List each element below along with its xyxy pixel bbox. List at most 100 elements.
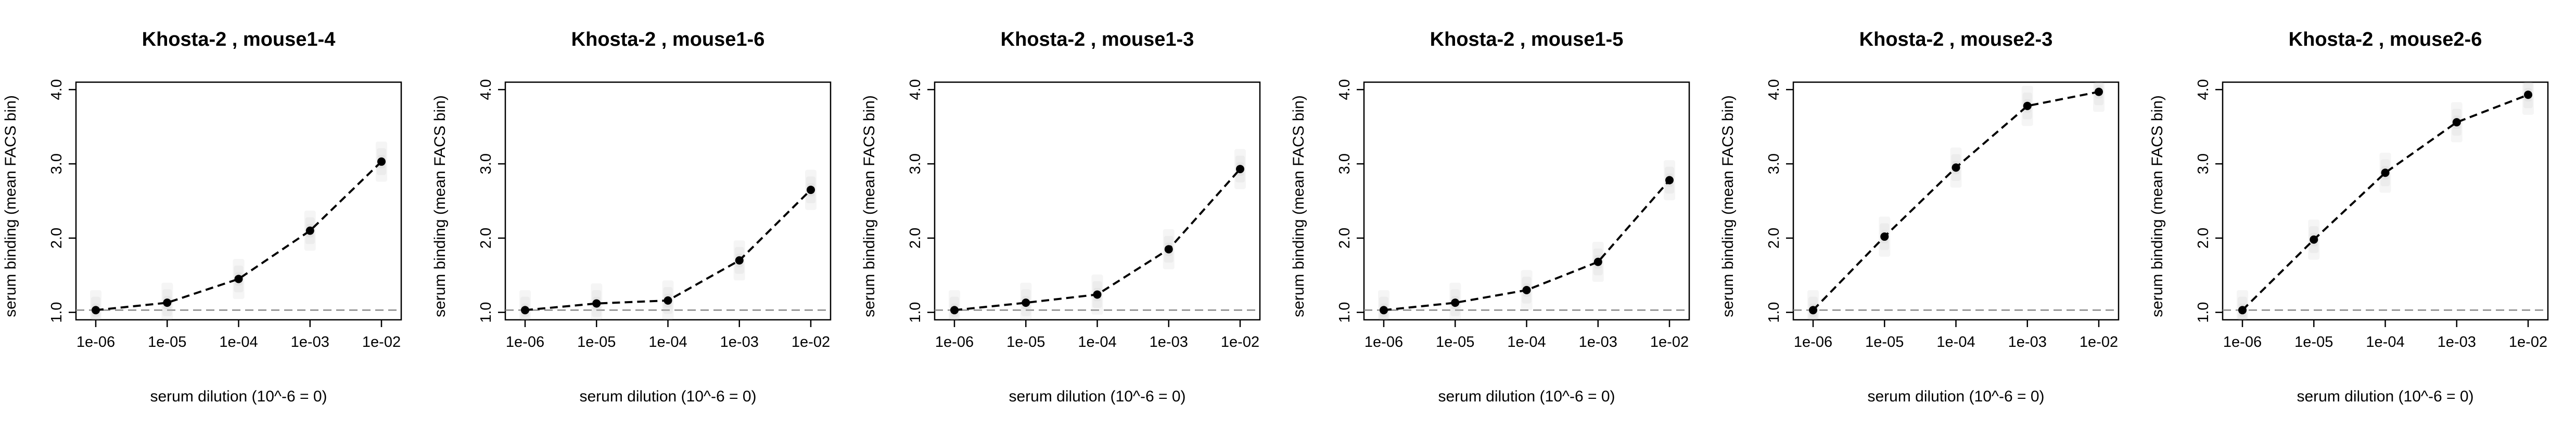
data-point: [1880, 232, 1889, 241]
y-tick-label: 2.0: [2195, 228, 2212, 249]
series-line: [95, 161, 382, 311]
data-point: [1665, 176, 1674, 185]
x-tick-label: 1e-03: [1579, 334, 1617, 350]
y-tick-label: 4.0: [1336, 79, 1353, 100]
x-tick-label: 1e-04: [1507, 334, 1546, 350]
chart-title: Khosta-2 , mouse2-3: [1859, 29, 2053, 50]
y-tick-label: 4.0: [48, 79, 65, 100]
data-point: [950, 306, 959, 315]
x-tick-label: 1e-02: [2080, 334, 2118, 350]
y-axis-label: serum binding (mean FACS bin): [1290, 95, 1307, 317]
data-point: [2524, 90, 2532, 99]
data-point: [735, 256, 744, 265]
x-tick-label: 1e-04: [1936, 334, 1975, 350]
x-tick-label: 1e-04: [1078, 334, 1116, 350]
y-tick-label: 4.0: [1766, 79, 1782, 100]
data-point: [92, 306, 100, 315]
data-point: [1809, 306, 1817, 315]
plot-frame: [1792, 81, 2120, 321]
x-tick-label: 1e-02: [1221, 334, 1259, 350]
data-point: [2452, 118, 2461, 127]
x-axis-label: serum dilution (10^-6 = 0): [1009, 388, 1185, 405]
x-tick-label: 1e-03: [2438, 334, 2476, 350]
data-point: [163, 298, 172, 307]
chart-panel: Khosta-2 , mouse1-3 1e-06 1e-05 1e-04 1e-03 1…: [861, 29, 1261, 405]
y-tick-label: 1.0: [2195, 302, 2212, 323]
data-point: [807, 186, 815, 194]
data-point: [1022, 298, 1030, 307]
y-tick-label: 3.0: [1766, 153, 1782, 174]
x-tick-label: 1e-02: [362, 334, 401, 350]
x-tick-label: 1e-06: [2223, 334, 2262, 350]
data-point: [592, 299, 601, 308]
y-tick-label: 3.0: [1336, 153, 1353, 174]
y-axis-label: serum binding (mean FACS bin): [2149, 95, 2166, 317]
plot-frame: [2222, 81, 2549, 321]
y-axis-label: serum binding (mean FACS bin): [861, 95, 878, 317]
series-line: [1812, 90, 2099, 311]
x-tick-label: 1e-05: [1865, 334, 1904, 350]
data-point: [1380, 306, 1388, 315]
data-point: [2310, 235, 2318, 244]
x-axis-label: serum dilution (10^-6 = 0): [579, 388, 756, 405]
chart-panel: Khosta-2 , mouse1-5 1e-06 1e-05 1e-04 1e-03 1…: [1290, 29, 1690, 405]
x-tick-label: 1e-03: [720, 334, 759, 350]
data-point: [521, 306, 529, 315]
y-tick-label: 4.0: [2195, 79, 2212, 100]
data-point: [2023, 101, 2032, 110]
x-tick-label: 1e-05: [1006, 334, 1045, 350]
chart-title: Khosta-2 , mouse2-6: [2289, 29, 2482, 50]
chart-title: Khosta-2 , mouse1-4: [142, 29, 336, 50]
y-axis-label: serum binding (mean FACS bin): [431, 95, 449, 317]
y-tick-label: 3.0: [2195, 153, 2212, 174]
data-point: [234, 275, 243, 283]
x-tick-label: 1e-05: [577, 334, 616, 350]
x-axis-label: serum dilution (10^-6 = 0): [150, 388, 327, 405]
series-line: [2241, 94, 2529, 311]
y-tick-label: 3.0: [907, 153, 924, 174]
chart-panel: Khosta-2 , mouse1-4 1e-06 1e-05 1e-04 1e-03 1…: [2, 29, 402, 405]
data-point: [664, 296, 672, 305]
x-tick-label: 1e-05: [1436, 334, 1474, 350]
data-point: [377, 157, 386, 166]
x-axis-label: serum dilution (10^-6 = 0): [1438, 388, 1615, 405]
x-tick-label: 1e-03: [1150, 334, 1188, 350]
y-tick-label: 1.0: [48, 302, 65, 323]
data-point: [1164, 245, 1173, 254]
y-tick-label: 2.0: [48, 228, 65, 249]
data-point: [2238, 306, 2247, 315]
data-point: [305, 226, 314, 235]
x-tick-label: 1e-04: [648, 334, 687, 350]
chart-title: Khosta-2 , mouse1-5: [1430, 29, 1624, 50]
y-tick-label: 2.0: [907, 228, 924, 249]
chart-title: Khosta-2 , mouse1-3: [1001, 29, 1194, 50]
data-point: [1522, 285, 1531, 294]
data-point: [1451, 298, 1460, 307]
y-tick-label: 1.0: [478, 302, 494, 323]
chart-panel: Khosta-2 , mouse2-6 1e-06 1e-05 1e-04 1e-03 1…: [2149, 29, 2549, 405]
data-point: [2095, 87, 2103, 96]
y-tick-label: 3.0: [48, 153, 65, 174]
x-tick-label: 1e-06: [76, 334, 115, 350]
x-axis-label: serum dilution (10^-6 = 0): [2297, 388, 2473, 405]
x-tick-label: 1e-04: [219, 334, 258, 350]
x-tick-label: 1e-06: [1364, 334, 1403, 350]
chart-panel: Khosta-2 , mouse2-3 1e-06 1e-05 1e-04 1e-03 1…: [1719, 29, 2120, 405]
y-tick-label: 2.0: [1336, 228, 1353, 249]
x-tick-label: 1e-06: [506, 334, 544, 350]
x-tick-label: 1e-06: [935, 334, 974, 350]
data-point: [1093, 290, 1102, 299]
data-point: [1236, 165, 1244, 174]
y-axis-label: serum binding (mean FACS bin): [1719, 95, 1737, 317]
y-tick-label: 4.0: [907, 79, 924, 100]
x-tick-label: 1e-03: [2008, 334, 2047, 350]
x-tick-label: 1e-03: [291, 334, 329, 350]
x-tick-label: 1e-05: [2294, 334, 2333, 350]
x-axis-label: serum dilution (10^-6 = 0): [1867, 388, 2044, 405]
data-point: [1593, 257, 1602, 266]
x-tick-label: 1e-02: [1650, 334, 1689, 350]
x-tick-label: 1e-02: [2509, 334, 2547, 350]
x-tick-label: 1e-04: [2366, 334, 2404, 350]
y-axis-label: serum binding (mean FACS bin): [2, 95, 19, 317]
x-tick-label: 1e-06: [1794, 334, 1832, 350]
